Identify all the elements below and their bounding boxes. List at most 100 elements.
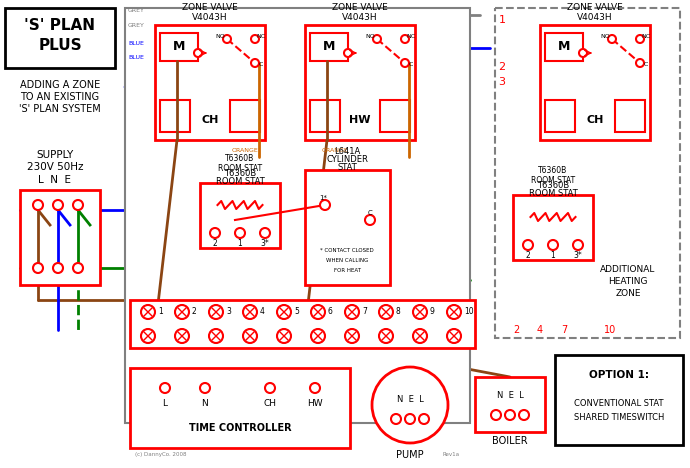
- Text: 10: 10: [604, 325, 616, 335]
- Circle shape: [320, 200, 330, 210]
- Circle shape: [419, 414, 429, 424]
- Bar: [5, 8, 115, 68]
- Text: 'S' PLAN SYSTEM: 'S' PLAN SYSTEM: [19, 104, 101, 114]
- Text: HW: HW: [349, 115, 371, 125]
- Circle shape: [175, 305, 189, 319]
- Text: C: C: [408, 63, 413, 67]
- Bar: [540, 25, 650, 140]
- Text: CONVENTIONAL STAT: CONVENTIONAL STAT: [574, 398, 664, 408]
- Text: M: M: [172, 41, 185, 53]
- Circle shape: [311, 329, 325, 343]
- Text: T6360B: T6360B: [224, 168, 256, 177]
- Circle shape: [210, 228, 220, 238]
- Bar: [475, 377, 545, 432]
- Text: N  E  L: N E L: [497, 390, 524, 400]
- Text: SHARED TIMESWITCH: SHARED TIMESWITCH: [574, 412, 664, 422]
- Text: STAT: STAT: [337, 163, 357, 173]
- Text: CH: CH: [201, 115, 219, 125]
- Text: V4043H: V4043H: [342, 13, 378, 22]
- Text: ORANGE: ORANGE: [232, 148, 259, 153]
- Bar: [160, 33, 198, 61]
- Bar: [513, 195, 593, 260]
- Text: PUMP: PUMP: [396, 450, 424, 460]
- Text: ZONE: ZONE: [615, 290, 641, 299]
- Text: 7: 7: [362, 307, 367, 316]
- Text: 4: 4: [260, 307, 265, 316]
- Circle shape: [251, 59, 259, 67]
- Circle shape: [265, 383, 275, 393]
- Circle shape: [573, 240, 583, 250]
- Text: 3*: 3*: [261, 239, 269, 248]
- Text: 3: 3: [498, 77, 506, 87]
- Text: TO AN EXISTING: TO AN EXISTING: [21, 92, 99, 102]
- Text: C: C: [644, 63, 648, 67]
- Text: 7: 7: [561, 325, 567, 335]
- Text: 1: 1: [551, 250, 555, 259]
- Circle shape: [447, 329, 461, 343]
- Circle shape: [345, 329, 359, 343]
- Bar: [305, 170, 390, 285]
- Circle shape: [447, 305, 461, 319]
- Circle shape: [200, 383, 210, 393]
- Bar: [160, 100, 190, 132]
- Text: ADDING A ZONE: ADDING A ZONE: [20, 80, 100, 90]
- Text: ZONE VALVE: ZONE VALVE: [332, 2, 388, 12]
- Text: T6360B: T6360B: [537, 181, 569, 190]
- Circle shape: [33, 263, 43, 273]
- Text: BLUE: BLUE: [128, 41, 144, 46]
- Circle shape: [636, 35, 644, 43]
- Bar: [310, 33, 348, 61]
- Circle shape: [53, 200, 63, 210]
- Text: BOILER: BOILER: [492, 436, 528, 446]
- Circle shape: [413, 305, 427, 319]
- Text: NO: NO: [600, 34, 610, 38]
- Circle shape: [365, 215, 375, 225]
- Circle shape: [373, 35, 381, 43]
- Text: 9: 9: [430, 307, 435, 316]
- Circle shape: [277, 329, 291, 343]
- Circle shape: [251, 35, 259, 43]
- Text: BLUE: BLUE: [128, 55, 144, 60]
- Circle shape: [372, 367, 448, 443]
- Text: NC: NC: [642, 34, 651, 38]
- Text: M: M: [558, 41, 570, 53]
- Text: 2: 2: [513, 325, 519, 335]
- Text: CYLINDER: CYLINDER: [326, 155, 368, 164]
- Text: FOR HEAT: FOR HEAT: [333, 268, 360, 272]
- Circle shape: [413, 329, 427, 343]
- Text: NO: NO: [215, 34, 225, 38]
- Text: ZONE VALVE: ZONE VALVE: [182, 2, 238, 12]
- Circle shape: [277, 305, 291, 319]
- Text: ORANGE: ORANGE: [322, 148, 348, 153]
- Circle shape: [548, 240, 558, 250]
- Text: SUPPLY: SUPPLY: [37, 150, 74, 160]
- Circle shape: [311, 305, 325, 319]
- Circle shape: [523, 240, 533, 250]
- Bar: [155, 25, 265, 140]
- Circle shape: [160, 383, 170, 393]
- Text: L641A: L641A: [334, 147, 360, 156]
- Text: 2: 2: [192, 307, 197, 316]
- Bar: [200, 183, 280, 248]
- Circle shape: [505, 410, 515, 420]
- Bar: [495, 8, 680, 338]
- Circle shape: [175, 329, 189, 343]
- Circle shape: [519, 410, 529, 420]
- Circle shape: [194, 49, 202, 57]
- Text: 1: 1: [498, 15, 506, 25]
- Bar: [545, 100, 575, 132]
- Text: 3*: 3*: [573, 250, 582, 259]
- Circle shape: [344, 49, 352, 57]
- Text: 1: 1: [237, 239, 242, 248]
- Circle shape: [141, 329, 155, 343]
- Circle shape: [235, 228, 245, 238]
- Text: * CONTACT CLOSED: * CONTACT CLOSED: [320, 248, 374, 253]
- Text: 6: 6: [328, 307, 333, 316]
- Text: Rev1a: Rev1a: [443, 452, 460, 457]
- Text: NC: NC: [257, 34, 266, 38]
- Text: 8: 8: [396, 307, 401, 316]
- Text: NC: NC: [406, 34, 415, 38]
- Bar: [130, 368, 350, 448]
- Circle shape: [310, 383, 320, 393]
- Text: N  E  L: N E L: [397, 395, 424, 404]
